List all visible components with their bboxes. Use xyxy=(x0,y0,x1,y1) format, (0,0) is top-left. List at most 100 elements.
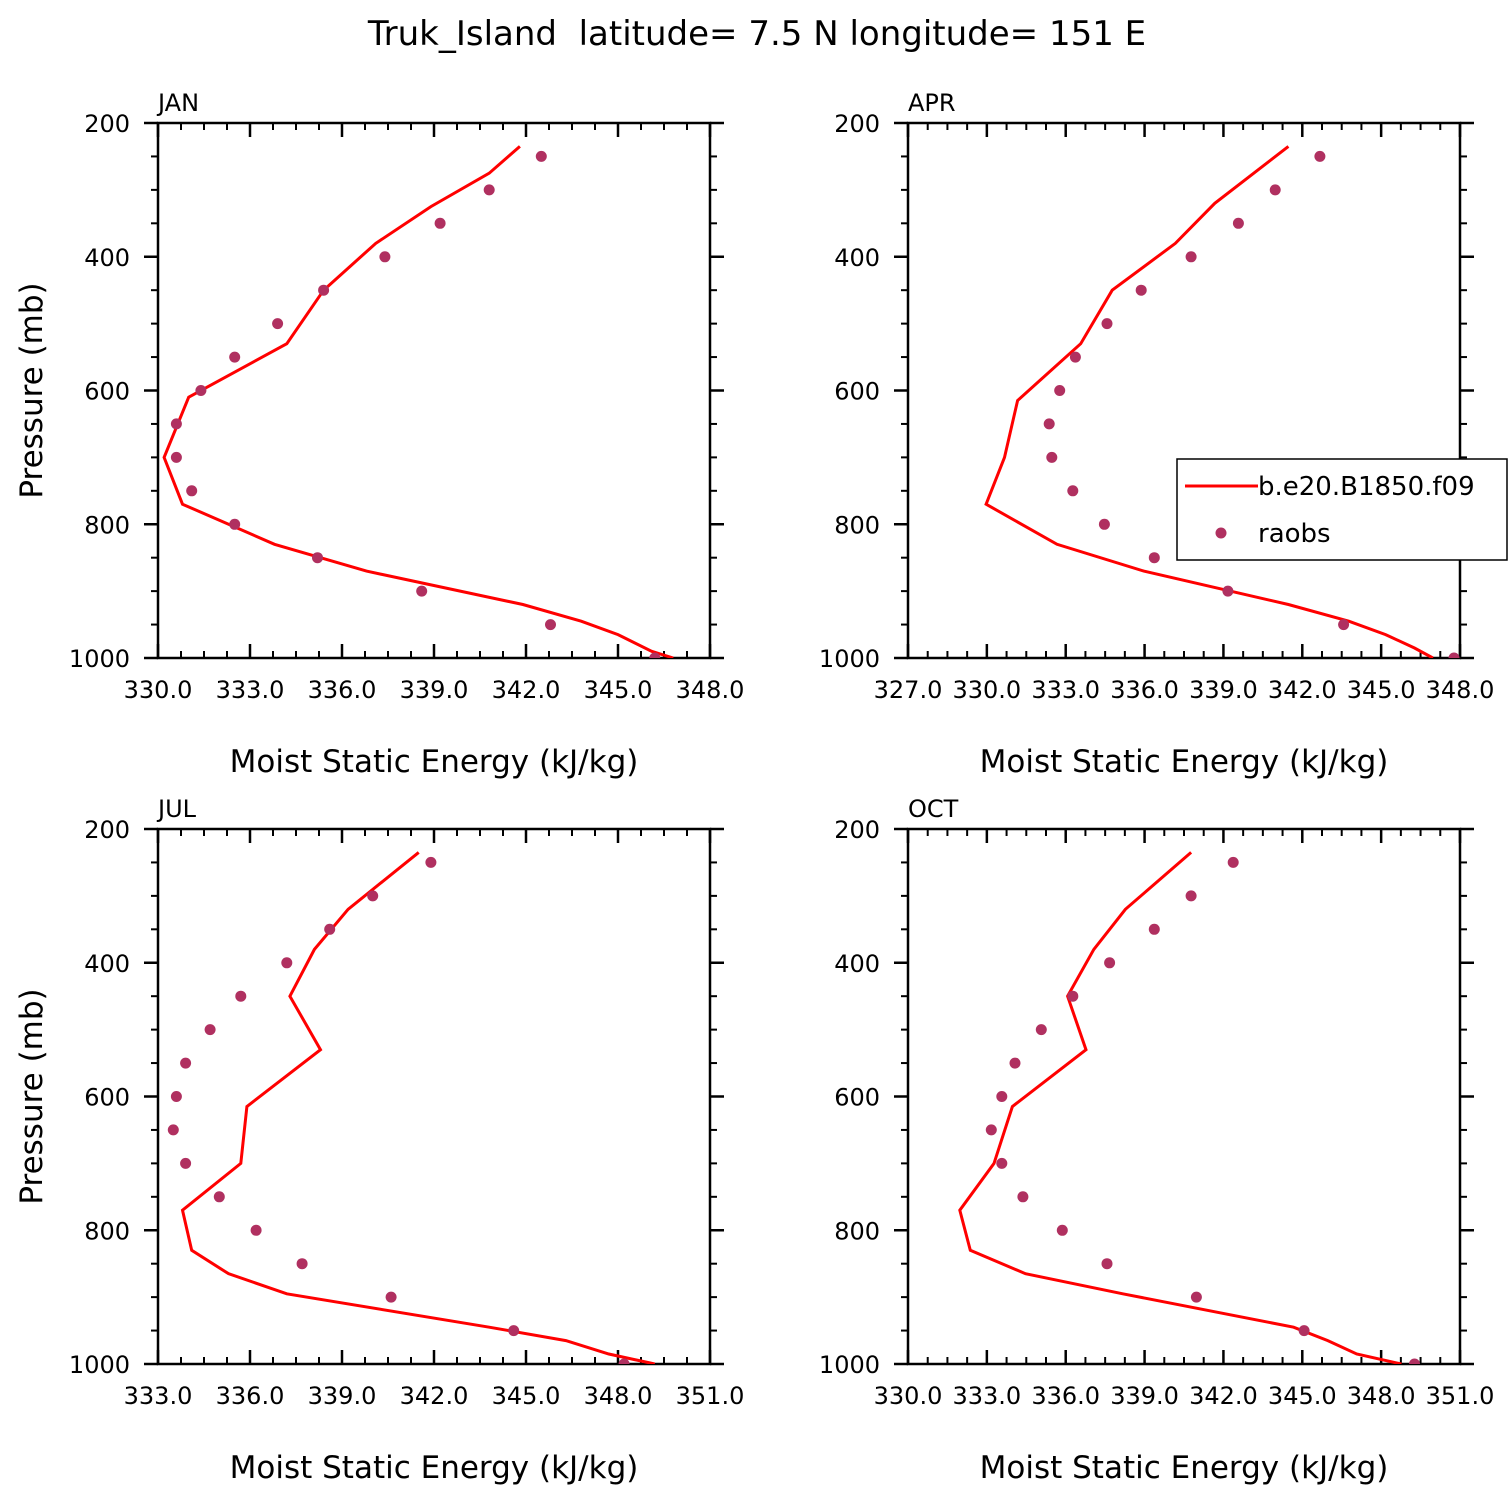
obs-point xyxy=(1035,1024,1047,1036)
obs-point xyxy=(379,251,391,263)
x-tick-label: 345.0 xyxy=(1268,1382,1337,1410)
y-tick-label: 200 xyxy=(834,816,880,844)
obs-point xyxy=(1298,1325,1310,1337)
x-tick-label: 345.0 xyxy=(1347,676,1416,704)
model-series-line xyxy=(162,145,674,658)
x-tick-label: 342.0 xyxy=(492,676,561,704)
x-tick-label: 333.0 xyxy=(124,1382,193,1410)
panels-container: JAN 330.0 333.0 336.0 339.0 342.0 345.0 348.0 20… xyxy=(14,89,1508,1486)
y-tick-label: 800 xyxy=(834,511,880,539)
y-tick-label: 800 xyxy=(84,1217,130,1245)
obs-point xyxy=(1148,923,1160,935)
obs-point xyxy=(367,890,379,902)
obs-point xyxy=(250,1224,262,1236)
obs-point xyxy=(649,652,661,658)
y-tick-label: 200 xyxy=(834,110,880,138)
x-axis-label: Moist Static Energy (kJ/kg) xyxy=(980,744,1389,780)
x-tick-label: 339.0 xyxy=(1189,676,1258,704)
y-tick-label: 800 xyxy=(84,511,130,539)
model-series-line xyxy=(958,851,1402,1364)
panel-label: JUL xyxy=(156,795,197,823)
legend: b.e20.B1850.f09 raobs xyxy=(1176,458,1508,561)
obs-point xyxy=(1135,284,1147,296)
obs-point xyxy=(425,856,437,868)
x-tick-label: 339.0 xyxy=(308,1382,377,1410)
y-tick-label: 400 xyxy=(84,950,130,978)
obs-point xyxy=(545,619,556,631)
obs-point xyxy=(229,351,241,363)
x-tick-label: 351.0 xyxy=(1426,1382,1495,1410)
obs-point xyxy=(1056,1224,1068,1236)
obs-point xyxy=(1101,1258,1113,1270)
legend-dot-swatch xyxy=(1215,527,1227,539)
x-tick-label: 348.0 xyxy=(676,676,745,704)
y-tick-label: 400 xyxy=(84,244,130,272)
obs-point xyxy=(1190,1291,1202,1303)
panel-apr: APR 327.0 330.0 333.0 336.0 339.0 342.0 345.0 34… xyxy=(819,89,1508,780)
obs-point xyxy=(1222,585,1234,597)
obs-point xyxy=(416,585,428,597)
x-tick-label: 330.0 xyxy=(124,676,193,704)
x-tick-label: 348.0 xyxy=(1347,1382,1416,1410)
obs-point xyxy=(318,284,330,296)
x-tick-label: 339.0 xyxy=(400,676,469,704)
y-tick-label: 200 xyxy=(84,110,130,138)
plot-frame xyxy=(156,827,712,1366)
obs-point xyxy=(1067,990,1079,1002)
y-tick-label: 600 xyxy=(834,1084,880,1112)
obs-point xyxy=(1227,856,1239,868)
x-axis-label: Moist Static Energy (kJ/kg) xyxy=(230,744,639,780)
obs-point xyxy=(1104,957,1116,969)
x-tick-label: 345.0 xyxy=(584,676,653,704)
legend-box xyxy=(1176,458,1508,561)
x-tick-label: 336.0 xyxy=(1110,676,1179,704)
obs-point xyxy=(167,1124,179,1136)
panel-jul: JUL 333.0 336.0 339.0 342.0 345.0 348.0 351.0 20… xyxy=(14,795,744,1486)
x-tick-label: 333.0 xyxy=(952,1382,1021,1410)
obs-point xyxy=(312,552,323,564)
obs-point xyxy=(324,923,336,935)
obs-point xyxy=(180,1157,192,1169)
x-tick-label: 327.0 xyxy=(874,676,943,704)
y-tick-label: 1000 xyxy=(819,1351,880,1379)
obs-point xyxy=(1101,318,1113,330)
obs-point xyxy=(1185,251,1197,263)
obs-point xyxy=(985,1124,997,1136)
obs-point xyxy=(204,1024,216,1036)
obs-point xyxy=(170,418,182,430)
y-axis-label: Pressure (mb) xyxy=(14,282,50,498)
panel-jan: JAN 330.0 333.0 336.0 339.0 342.0 345.0 348.0 20… xyxy=(14,89,744,780)
obs-point xyxy=(996,1091,1008,1102)
data-area xyxy=(167,851,656,1364)
obs-point xyxy=(535,150,547,162)
model-series-line xyxy=(180,851,656,1364)
obs-point xyxy=(618,1358,630,1364)
obs-point xyxy=(235,990,247,1002)
obs-point xyxy=(213,1191,225,1203)
obs-point xyxy=(1409,1358,1420,1364)
y-tick-label: 200 xyxy=(84,816,130,844)
y-tick-label: 600 xyxy=(84,1084,130,1112)
x-tick-label: 342.0 xyxy=(1268,676,1337,704)
obs-point xyxy=(1067,485,1079,497)
obs-point xyxy=(296,1258,308,1270)
y-tick-label: 1000 xyxy=(69,645,130,673)
x-tick-label: 339.0 xyxy=(1110,1382,1179,1410)
obs-point xyxy=(508,1325,520,1337)
x-tick-label: 336.0 xyxy=(308,676,377,704)
plot-frame xyxy=(906,827,1462,1366)
obs-point xyxy=(1069,351,1081,363)
obs-point xyxy=(385,1291,397,1303)
y-tick-label: 600 xyxy=(834,378,880,406)
data-area xyxy=(162,145,674,658)
chart-title: Truk_Island latitude= 7.5 N longitude= 1… xyxy=(367,14,1146,54)
y-tick-label: 1000 xyxy=(819,645,880,673)
x-axis-label: Moist Static Energy (kJ/kg) xyxy=(980,1450,1389,1486)
obs-point xyxy=(1269,184,1281,196)
panel-label: OCT xyxy=(908,795,959,823)
obs-point xyxy=(1054,385,1066,396)
x-axis-label: Moist Static Energy (kJ/kg) xyxy=(230,1450,639,1486)
x-tick-label: 342.0 xyxy=(400,1382,469,1410)
x-tick-label: 348.0 xyxy=(1426,676,1495,704)
